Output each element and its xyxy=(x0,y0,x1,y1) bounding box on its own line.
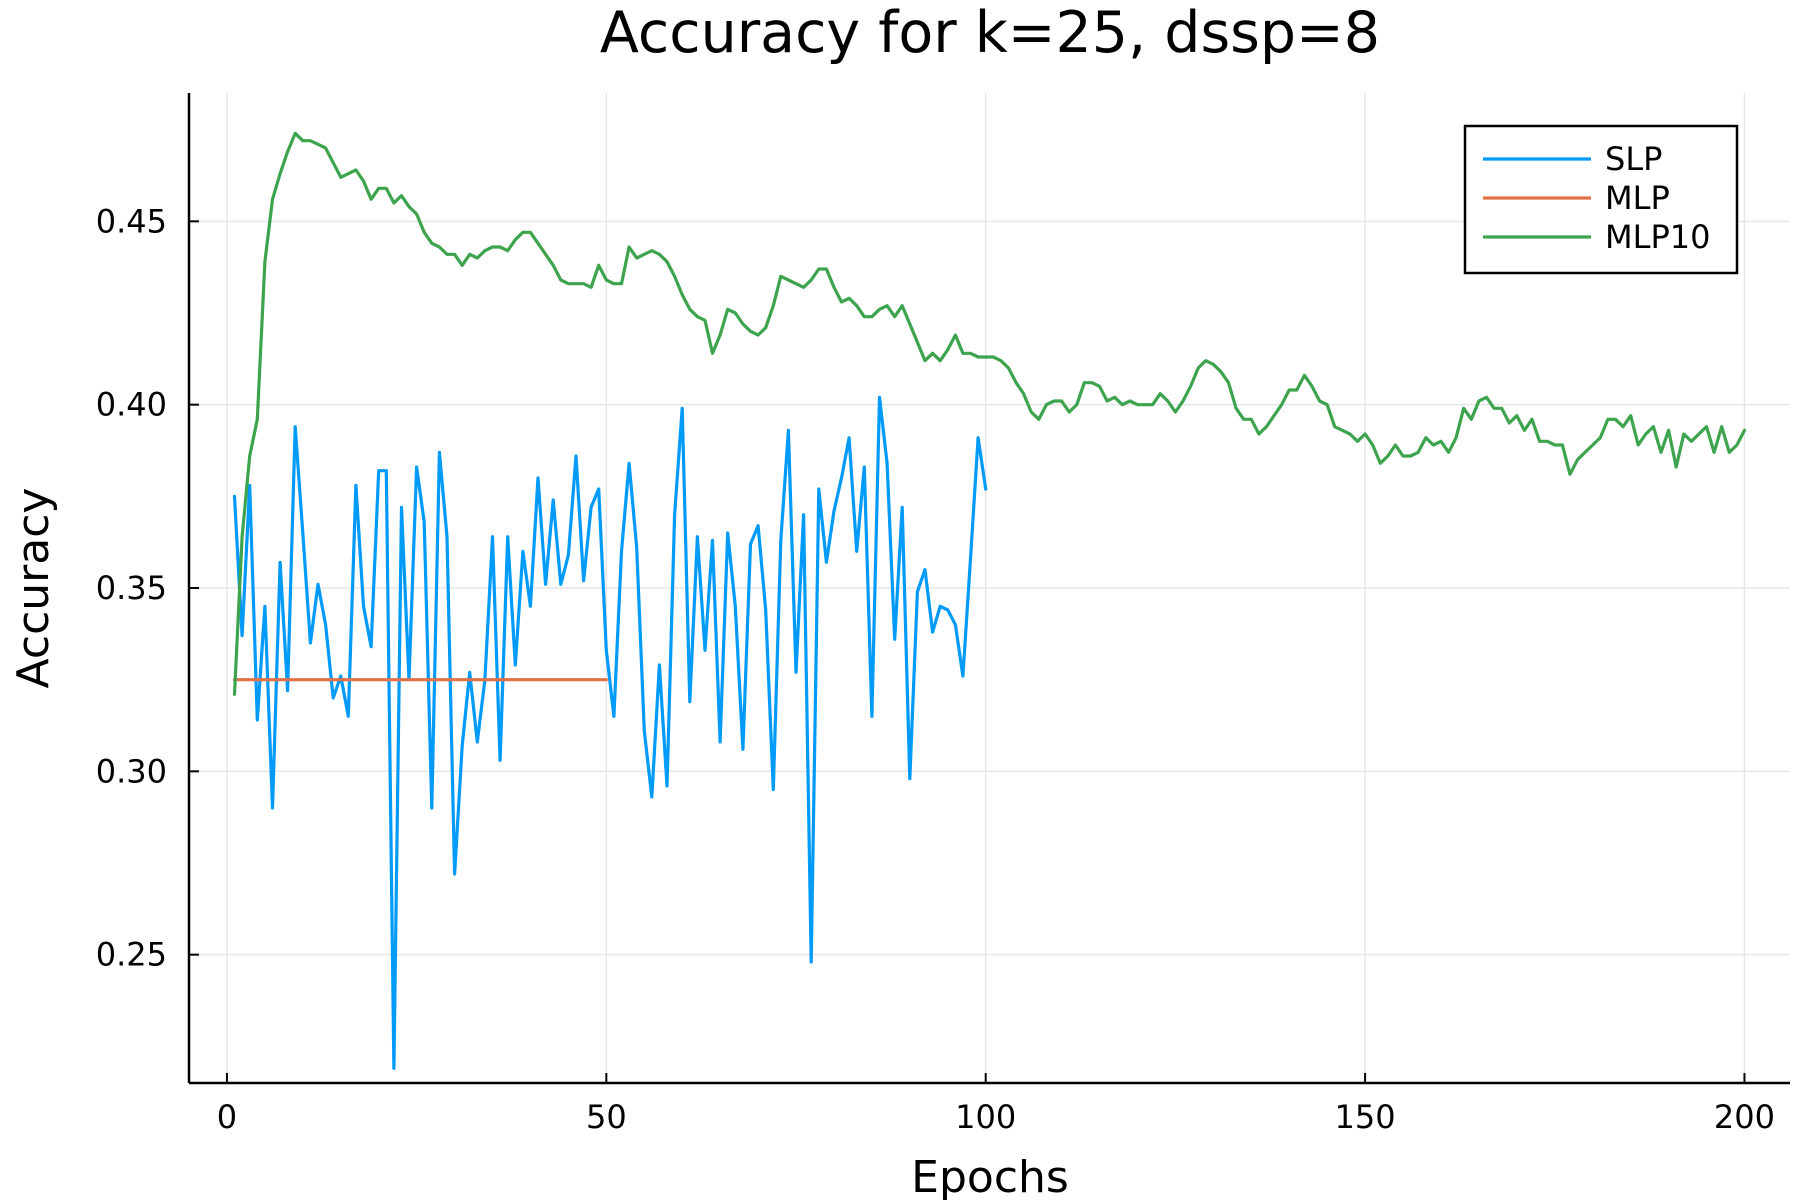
data-series xyxy=(232,131,1747,1070)
x-tick-label: 150 xyxy=(1335,1098,1396,1136)
y-tick-label: 0.45 xyxy=(96,202,167,240)
series-line-slp xyxy=(232,395,988,1070)
y-tick-label: 0.40 xyxy=(96,386,167,424)
legend-label-mlp: MLP xyxy=(1605,179,1670,217)
legend-label-slp: SLP xyxy=(1605,140,1662,178)
y-tick-label: 0.25 xyxy=(96,936,167,974)
y-tick-label: 0.30 xyxy=(96,752,167,790)
x-tick-label: 100 xyxy=(955,1098,1016,1136)
y-axis-label: Accuracy xyxy=(8,488,59,689)
legend-label-mlp10: MLP10 xyxy=(1605,218,1710,256)
x-tick-label: 0 xyxy=(217,1098,237,1136)
series-line-mlp10 xyxy=(232,131,1747,696)
y-tick-label: 0.35 xyxy=(96,569,167,607)
x-tick-label: 50 xyxy=(586,1098,627,1136)
chart-title: Accuracy for k=25, dssp=8 xyxy=(600,0,1380,66)
x-axis-label: Epochs xyxy=(911,1152,1069,1200)
axis-ticks: 0 50 100 150 200 0.25 0.30 0.35 0.40 0.45 xyxy=(96,202,1775,1136)
x-tick-label: 200 xyxy=(1714,1098,1775,1136)
